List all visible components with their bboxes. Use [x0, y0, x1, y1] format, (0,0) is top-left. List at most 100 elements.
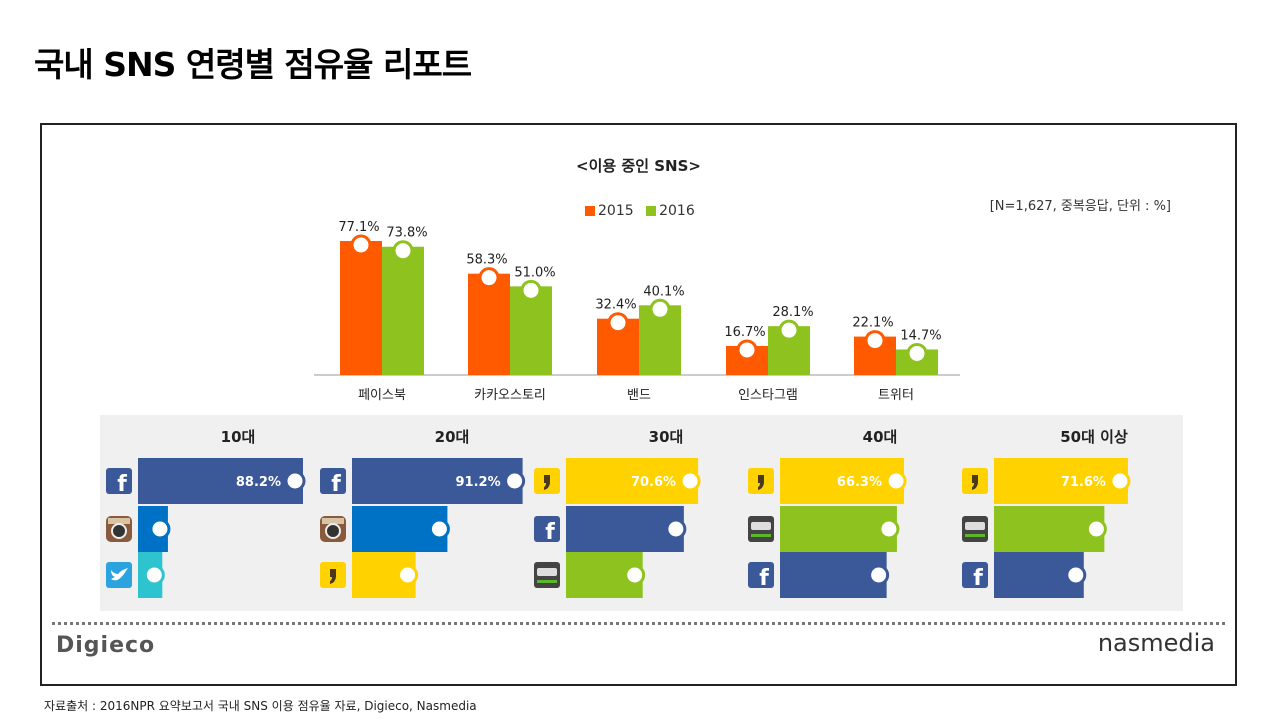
bar-marker	[649, 298, 671, 320]
band-icon-stripe	[965, 534, 985, 537]
age-group-5: 50대 이상 71.6% f	[962, 428, 1131, 598]
age-bar-label: 70.6%	[631, 475, 676, 490]
age-bar-marker	[679, 470, 701, 492]
age-bar-marker	[1085, 518, 1107, 540]
band-icon-stripe	[537, 580, 557, 583]
nasmedia-logo: nasmedia	[1097, 629, 1215, 657]
report-frame: 77.1% 73.8% 페이스북 58.3% 51.0% 카카오스토리 32.4% 40.1%…	[40, 123, 1237, 686]
age-bar-marker	[397, 564, 419, 586]
data-label: 32.4%	[595, 298, 636, 313]
instagram-icon-lens	[325, 523, 341, 539]
sample-note: [N=1,627, 중복응답, 단위 : %]	[989, 199, 1171, 214]
twitter-icon-bird	[111, 568, 128, 581]
data-label: 16.7%	[724, 325, 765, 340]
age-label: 10대	[221, 428, 256, 446]
facebook-icon-glyph: f	[973, 566, 983, 591]
category-label: 카카오스토리	[474, 388, 546, 403]
age-bar	[138, 458, 303, 504]
age-bar-marker	[878, 518, 900, 540]
age-bar-marker	[428, 518, 450, 540]
legend-swatch	[646, 206, 657, 216]
bar-2016-2	[510, 286, 552, 375]
chart-svg: 77.1% 73.8% 페이스북 58.3% 51.0% 카카오스토리 32.4% 40.1%…	[106, 220, 1131, 598]
digieco-logo: Digieco	[56, 633, 156, 658]
footer-divider	[52, 622, 1225, 625]
age-bar-marker	[284, 470, 306, 492]
age-group-3: 30대 70.6% f	[534, 428, 701, 598]
age-bar-marker	[665, 518, 687, 540]
bar-marker	[607, 312, 629, 334]
age-bar	[566, 506, 684, 552]
band-icon-face	[537, 568, 557, 576]
age-bar-label: 66.3%	[837, 475, 882, 490]
age-bar	[352, 458, 523, 504]
age-group-4: 40대 66.3% f	[748, 428, 907, 598]
age-bar-label: 71.6%	[1061, 475, 1106, 490]
facebook-icon	[534, 516, 560, 542]
facebook-icon	[320, 468, 346, 494]
age-bar	[780, 458, 905, 504]
data-label: 58.3%	[466, 253, 507, 268]
source-note: 자료출처 : 2016NPR 요약보고서 국내 SNS 이용 점유율 자료, D…	[44, 699, 477, 713]
bar-marker	[864, 330, 886, 352]
instagram-icon-lens	[111, 523, 127, 539]
data-label: 40.1%	[643, 284, 684, 299]
data-label: 22.1%	[852, 316, 893, 331]
age-group-1: 10대 f 88.2%	[106, 428, 306, 598]
age-label: 40대	[863, 428, 898, 446]
legend-item-2015: 2015	[585, 203, 634, 219]
bar-marker	[736, 339, 758, 361]
bar-2016-1	[382, 246, 424, 375]
legend: 2015 2016	[585, 203, 703, 220]
facebook-icon	[106, 468, 132, 494]
age-bar-marker	[624, 564, 646, 586]
age-bar-marker	[1109, 470, 1131, 492]
instagram-icon-band	[108, 518, 130, 524]
age-bar	[994, 458, 1128, 504]
chart-title: <이용 중인 SNS>	[576, 157, 701, 175]
bar-marker	[478, 267, 500, 289]
bar-2015-1	[340, 241, 382, 375]
band-icon-face	[965, 522, 985, 530]
age-label: 30대	[649, 428, 684, 446]
age-bar-marker	[143, 564, 165, 586]
age-bar-marker	[504, 470, 526, 492]
age-label: 20대	[435, 428, 470, 446]
age-label: 50대 이상	[1060, 428, 1128, 446]
kakaostory-icon-mark	[972, 475, 978, 490]
legend-item-2016: 2016	[646, 203, 695, 219]
facebook-icon-glyph: f	[545, 520, 555, 545]
page-title: 국내 SNS 연령별 점유율 리포트	[34, 45, 472, 84]
facebook-icon-glyph: f	[331, 472, 341, 497]
facebook-icon	[962, 562, 988, 588]
kakaostory-icon-mark	[330, 569, 336, 584]
kakaostory-icon-mark	[758, 475, 764, 490]
bar-marker	[392, 240, 414, 262]
category-label: 페이스북	[358, 388, 406, 403]
age-bar-marker	[885, 470, 907, 492]
legend-swatch	[585, 206, 595, 216]
data-label: 73.8%	[386, 226, 427, 241]
category-label: 밴드	[627, 388, 651, 403]
age-bar-label: 91.2%	[456, 475, 501, 490]
age-bar	[566, 458, 699, 504]
band-icon-stripe	[751, 534, 771, 537]
bar-marker	[350, 234, 372, 256]
data-label: 28.1%	[772, 305, 813, 320]
band-icon-face	[751, 522, 771, 530]
bar-2015-2	[468, 273, 510, 375]
kakaostory-icon-mark	[544, 475, 550, 490]
facebook-icon	[748, 562, 774, 588]
legend-label: 2016	[659, 203, 695, 219]
age-bar-marker	[1065, 564, 1087, 586]
facebook-icon-glyph: f	[759, 566, 769, 591]
legend-label: 2015	[598, 203, 634, 219]
bar-marker	[520, 279, 542, 301]
bar-marker	[778, 319, 800, 341]
age-bar-marker	[868, 564, 890, 586]
age-bar	[780, 506, 897, 552]
age-bar-label: 88.2%	[236, 475, 281, 490]
bar-marker	[906, 342, 928, 364]
data-label: 51.0%	[514, 265, 555, 280]
category-label: 인스타그램	[738, 388, 798, 403]
